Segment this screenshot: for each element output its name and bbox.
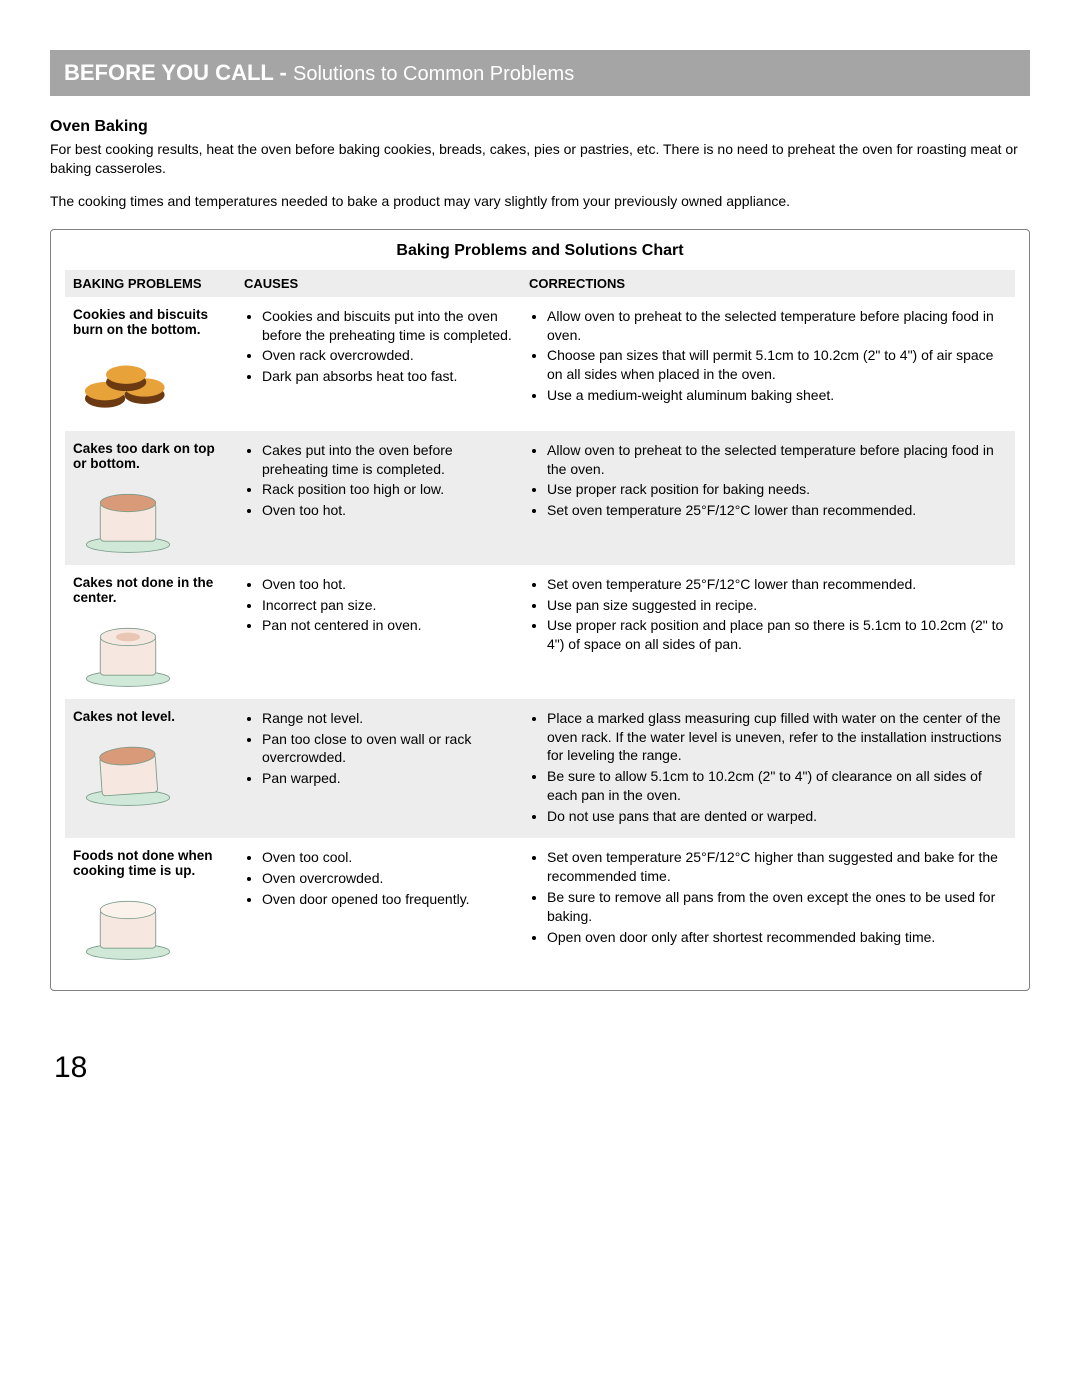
problem-label: Cakes too dark on top or bottom.	[73, 441, 228, 471]
cake-pale-icon	[73, 884, 183, 962]
page-number: 18	[54, 1051, 1030, 1085]
cake-uneven-icon	[73, 730, 183, 808]
causes-cell: Oven too hot. Incorrect pan size.Pan not …	[236, 565, 521, 699]
problem-cell: Cakes not done in the center.	[65, 565, 236, 699]
correction-item: Place a marked glass measuring cup fille…	[547, 709, 1007, 766]
correction-item: Open oven door only after shortest recom…	[547, 928, 1007, 947]
causes-cell: Oven too cool. Oven overcrowded. Oven door…	[236, 838, 521, 972]
chart-title: Baking Problems and Solutions Chart	[65, 242, 1015, 260]
problem-label: Cakes not level.	[73, 709, 228, 724]
problem-cell: Foods not done when cooking time is up.	[65, 838, 236, 972]
cause-item: Cakes put into the oven before preheatin…	[262, 441, 513, 479]
correction-item: Use pan size suggested in recipe.	[547, 596, 1007, 615]
correction-item: Be sure to allow 5.1cm to 10.2cm (2" to …	[547, 767, 1007, 805]
cause-item: Range not level.	[262, 709, 513, 728]
causes-cell: Cookies and biscuits put into the oven b…	[236, 297, 521, 431]
cause-item: Oven door opened too frequently.	[262, 890, 513, 909]
col-header-corrections: CORRECTIONS	[521, 270, 1015, 297]
table-row: Foods not done when cooking time is up. …	[65, 838, 1015, 972]
cake-dark-icon	[73, 477, 183, 555]
causes-cell: Range not level. Pan too close to oven wa…	[236, 699, 521, 838]
correction-item: Use proper rack position for baking need…	[547, 480, 1007, 499]
corrections-cell: Set oven temperature 25°F/12°C lower tha…	[521, 565, 1015, 699]
corrections-cell: Allow oven to preheat to the selected te…	[521, 297, 1015, 431]
cause-item: Pan too close to oven wall or rack overc…	[262, 730, 513, 768]
cause-item: Rack position too high or low.	[262, 480, 513, 499]
correction-item: Use a medium-weight aluminum baking shee…	[547, 386, 1007, 405]
table-row: Cakes not done in the center. Oven too h…	[65, 565, 1015, 699]
correction-item: Allow oven to preheat to the selected te…	[547, 441, 1007, 479]
cause-item: Oven too hot.	[262, 575, 513, 594]
problem-cell: Cakes not level.	[65, 699, 236, 838]
page-header-bar: BEFORE YOU CALL - Solutions to Common Pr…	[50, 50, 1030, 96]
chart-container: Baking Problems and Solutions Chart BAKI…	[50, 229, 1030, 991]
cookies-icon	[73, 343, 183, 421]
table-row: Cakes not level. Range not level. Pan too…	[65, 699, 1015, 838]
problem-label: Foods not done when cooking time is up.	[73, 848, 228, 878]
cause-item: Oven overcrowded.	[262, 869, 513, 888]
document-page: BEFORE YOU CALL - Solutions to Common Pr…	[0, 0, 1080, 1135]
problems-table: BAKING PROBLEMS CAUSES CORRECTIONS Cooki…	[65, 270, 1015, 972]
cause-item: Dark pan absorbs heat too fast.	[262, 367, 513, 386]
correction-item: Set oven temperature 25°F/12°C lower tha…	[547, 575, 1007, 594]
corrections-cell: Place a marked glass measuring cup fille…	[521, 699, 1015, 838]
intro-paragraph-2: The cooking times and temperatures neede…	[50, 192, 1030, 211]
correction-item: Choose pan sizes that will permit 5.1cm …	[547, 346, 1007, 384]
cause-item: Cookies and biscuits put into the oven b…	[262, 307, 513, 345]
section-title: Oven Baking	[50, 118, 1030, 136]
table-header-row: BAKING PROBLEMS CAUSES CORRECTIONS	[65, 270, 1015, 297]
causes-cell: Cakes put into the oven before preheatin…	[236, 431, 521, 565]
problem-label: Cakes not done in the center.	[73, 575, 228, 605]
cause-item: Oven too cool.	[262, 848, 513, 867]
correction-item: Use proper rack position and place pan s…	[547, 616, 1007, 654]
correction-item: Set oven temperature 25°F/12°C lower tha…	[547, 501, 1007, 520]
cause-item: Oven too hot.	[262, 501, 513, 520]
cause-item: Pan warped.	[262, 769, 513, 788]
col-header-causes: CAUSES	[236, 270, 521, 297]
cause-item: Oven rack overcrowded.	[262, 346, 513, 365]
correction-item: Do not use pans that are dented or warpe…	[547, 807, 1007, 826]
problem-label: Cookies and biscuits burn on the bottom.	[73, 307, 228, 337]
header-strong: BEFORE YOU CALL -	[64, 60, 293, 85]
cause-item: Pan not centered in oven.	[262, 616, 513, 635]
cake-center-icon	[73, 611, 183, 689]
intro-paragraph-1: For best cooking results, heat the oven …	[50, 140, 1030, 178]
correction-item: Be sure to remove all pans from the oven…	[547, 888, 1007, 926]
corrections-cell: Set oven temperature 25°F/12°C higher th…	[521, 838, 1015, 972]
correction-item: Allow oven to preheat to the selected te…	[547, 307, 1007, 345]
correction-item: Set oven temperature 25°F/12°C higher th…	[547, 848, 1007, 886]
problem-cell: Cakes too dark on top or bottom.	[65, 431, 236, 565]
col-header-problems: BAKING PROBLEMS	[65, 270, 236, 297]
corrections-cell: Allow oven to preheat to the selected te…	[521, 431, 1015, 565]
cause-item: Incorrect pan size.	[262, 596, 513, 615]
header-rest: Solutions to Common Problems	[293, 63, 574, 85]
table-row: Cakes too dark on top or bottom. Cakes p…	[65, 431, 1015, 565]
table-row: Cookies and biscuits burn on the bottom.…	[65, 297, 1015, 431]
problem-cell: Cookies and biscuits burn on the bottom.	[65, 297, 236, 431]
